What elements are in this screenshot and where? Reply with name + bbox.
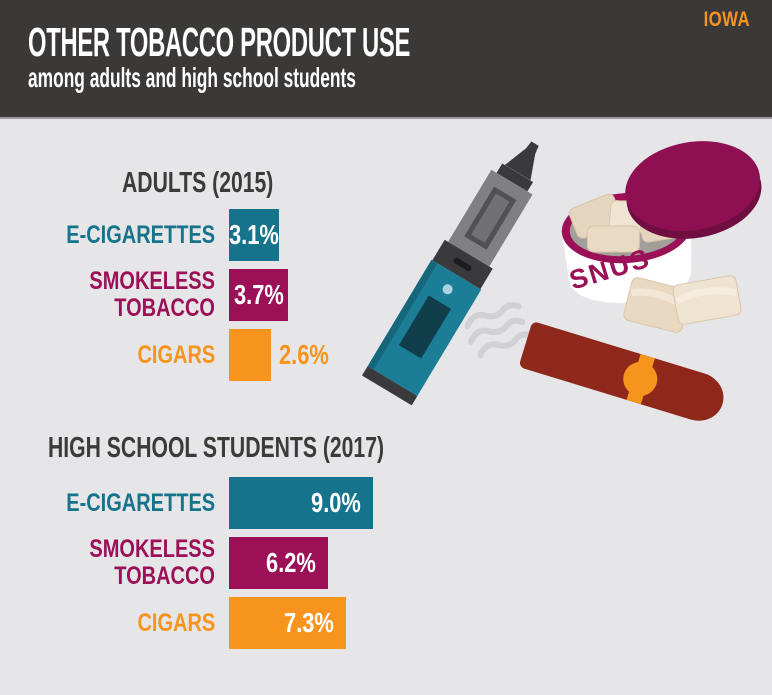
- page-title: OTHER TOBACCO PRODUCT USE: [28, 19, 411, 65]
- bar-value: 9.0%: [311, 487, 361, 518]
- header-band: IOWA OTHER TOBACCO PRODUCT USE among adu…: [0, 0, 772, 119]
- bar-label: E-CIGARETTES: [66, 220, 215, 249]
- bar-value: 3.7%: [233, 279, 284, 310]
- bar-label: SMOKELESS TOBACCO: [89, 535, 215, 590]
- bar: 3.7%: [229, 269, 288, 321]
- snus-lid: [625, 141, 762, 239]
- bar-row-hs-ecigarettes: E-CIGARETTES 9.0%: [20, 477, 373, 529]
- bar-value: 3.1%: [229, 219, 279, 250]
- bar: [229, 329, 271, 381]
- snus-pouches-front: [623, 275, 742, 333]
- brand-label: IOWA: [703, 8, 750, 31]
- bar: 7.3%: [229, 597, 346, 649]
- bar: 9.0%: [229, 477, 373, 529]
- vape-button-icon: [440, 282, 455, 297]
- bar-label: E-CIGARETTES: [66, 488, 215, 517]
- bar-label: CIGARS: [137, 608, 215, 637]
- vape-screen: [398, 295, 452, 359]
- brand-iowa: IOWA: [692, 8, 750, 32]
- bar-value: 6.2%: [266, 547, 316, 578]
- bar-label: SMOKELESS TOBACCO: [89, 267, 215, 322]
- page-subtitle: among adults and high school students: [28, 62, 356, 93]
- highschool-section-title: HIGH SCHOOL STUDENTS (2017): [48, 432, 385, 464]
- snus-can-illustration: SNUS: [561, 141, 762, 333]
- bar-row-adults-ecigarettes: E-CIGARETTES 3.1%: [20, 209, 279, 261]
- vape-tank-window: [464, 186, 517, 250]
- bar: 3.1%: [229, 209, 279, 261]
- adults-section-title: ADULTS (2015): [122, 167, 274, 199]
- smoke-icon: [464, 302, 535, 359]
- bar-label: CIGARS: [137, 340, 215, 369]
- bar-value-outside: 2.6%: [279, 339, 329, 370]
- bar: 6.2%: [229, 537, 328, 589]
- bar-row-hs-cigars: CIGARS 7.3%: [20, 597, 346, 649]
- bar-value: 7.3%: [284, 607, 334, 638]
- cigar-band-circle-icon: [619, 357, 662, 401]
- bar-row-adults-smokeless: SMOKELESS TOBACCO 3.7%: [20, 267, 288, 322]
- bar-row-adults-cigars: CIGARS 2.6%: [20, 329, 343, 381]
- bar-row-hs-smokeless: SMOKELESS TOBACCO 6.2%: [20, 535, 328, 590]
